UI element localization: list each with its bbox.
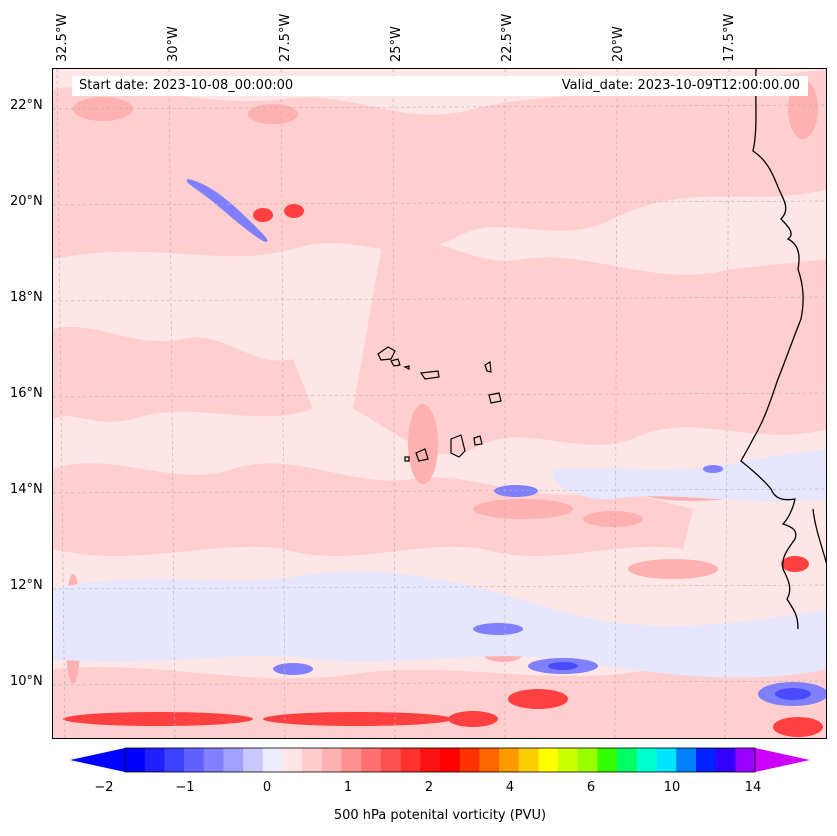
pv-blue-streaks [186, 179, 826, 706]
pv-deep-blue-core [548, 662, 811, 700]
coastline [740, 69, 826, 630]
colorbar-segment [479, 748, 500, 772]
colorbar-segment [164, 748, 185, 772]
lat-label-10n: 10°N [10, 674, 43, 689]
pv-red-streaks [63, 204, 823, 737]
colorbar-segment [695, 748, 717, 772]
colorbar-segment [125, 748, 146, 772]
colorbar-segment [380, 748, 402, 772]
colorbar-segment [361, 748, 382, 772]
colorbar-segment [203, 748, 224, 772]
colorbar-tick-minus2: −2 [94, 780, 114, 795]
colorbar-segment [558, 748, 579, 772]
lat-label-14n: 14°N [10, 482, 43, 497]
colorbar-segment [420, 748, 441, 772]
colorbar-segment [715, 748, 736, 772]
colorbar-extend-max [755, 748, 810, 772]
colorbar-outline [124, 747, 756, 773]
colorbar-segments [125, 748, 756, 772]
colorbar-segment [440, 748, 461, 772]
colorbar-segment [223, 748, 244, 772]
colorbar-tick-4: 4 [505, 780, 515, 795]
colorbar-segment [341, 748, 362, 772]
lon-label-20w: 20°W [611, 26, 626, 62]
colorbar-segment [656, 748, 677, 772]
start-date-text: Start date: 2023-10-08_00:00:00 [79, 78, 294, 93]
lat-label-18n: 18°N [10, 290, 43, 305]
colorbar-segment [459, 748, 480, 772]
colorbar-segment [184, 748, 205, 772]
colorbar-segment [735, 748, 756, 772]
lat-label-20n: 20°N [10, 194, 43, 209]
colorbar-segment [597, 748, 618, 772]
colorbar-extend-min [70, 748, 125, 772]
colorbar-segment [282, 748, 303, 772]
colorbar-segment [538, 748, 559, 772]
lat-label-16n: 16°N [10, 386, 43, 401]
lat-label-12n: 12°N [10, 578, 43, 593]
lat-label-22n: 22°N [10, 98, 43, 113]
colorbar-segment [577, 748, 598, 772]
colorbar-tick-2: 2 [424, 780, 434, 795]
valid-date-text: Valid_date: 2023-10-09T12:00:00.00 [561, 78, 800, 93]
colorbar-segment [243, 748, 264, 772]
lon-label-22-5w: 22.5°W [500, 13, 515, 62]
colorbar-segment [144, 748, 165, 772]
lon-label-32-5w: 32.5°W [55, 13, 70, 62]
colorbar-label: 500 hPa potenital vorticity (PVU) [333, 808, 547, 823]
colorbar-segment [518, 748, 539, 772]
colorbar-segment [400, 748, 421, 772]
colorbar-tick-1: 1 [343, 780, 353, 795]
colorbar [70, 747, 810, 773]
colorbar-segment [302, 748, 323, 772]
graticule [53, 69, 826, 738]
lon-label-25w: 25°W [389, 26, 404, 62]
colorbar-segment [676, 748, 697, 772]
pv-lightblue-regions [53, 449, 826, 678]
pv-map [53, 69, 826, 738]
colorbar-segment [262, 748, 283, 772]
cape-verde-islands [377, 346, 502, 462]
colorbar-segment [636, 748, 658, 772]
lon-label-30w: 30°W [166, 26, 181, 62]
map-panel [52, 68, 827, 739]
colorbar-segment [499, 748, 520, 772]
colorbar-segment [321, 748, 343, 772]
colorbar-tick-14: 14 [744, 780, 762, 795]
colorbar-tick-0: 0 [262, 780, 272, 795]
date-info-bar: Start date: 2023-10-08_00:00:00 Valid_da… [72, 76, 808, 96]
colorbar-tick-minus1: −1 [175, 780, 195, 795]
colorbar-tick-10: 10 [663, 780, 681, 795]
lon-label-17-5w: 17.5°W [722, 13, 737, 62]
colorbar-segment [617, 748, 638, 772]
colorbar-tick-6: 6 [586, 780, 596, 795]
lon-label-27-5w: 27.5°W [278, 13, 293, 62]
